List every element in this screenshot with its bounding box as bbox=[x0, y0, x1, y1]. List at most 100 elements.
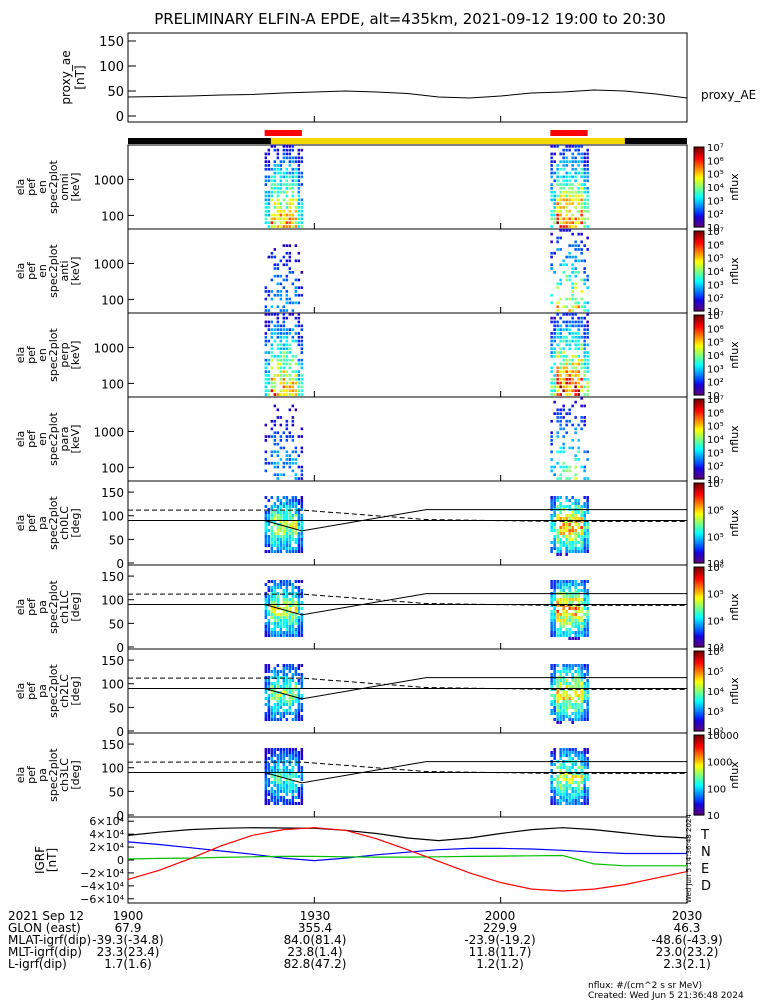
spec-cell bbox=[577, 374, 580, 377]
spec-cell bbox=[580, 757, 583, 760]
colorbar-cell bbox=[694, 737, 704, 740]
spec-cell bbox=[559, 790, 562, 793]
spec-cell bbox=[559, 532, 562, 535]
spec-cell bbox=[267, 544, 271, 547]
panel-frame-ch1LC bbox=[127, 564, 688, 650]
spec-cell bbox=[297, 688, 301, 691]
spec-cell bbox=[276, 772, 280, 775]
ylabel-ch0LC: ela bbox=[14, 515, 27, 532]
spec-cell bbox=[288, 259, 292, 263]
colorbar-cell bbox=[694, 171, 704, 174]
spec-cell bbox=[556, 802, 559, 805]
spec-cell bbox=[294, 709, 298, 712]
spec-cell bbox=[279, 473, 283, 477]
colorbar-cell bbox=[694, 147, 704, 150]
spec-cell bbox=[297, 202, 301, 205]
colorbar-cell bbox=[694, 681, 704, 684]
spec-cell bbox=[577, 670, 580, 673]
spec-cell bbox=[270, 604, 274, 607]
spec-cell bbox=[565, 393, 568, 396]
spec-cell bbox=[577, 232, 580, 236]
colorbar-cell bbox=[694, 489, 704, 492]
spec-cell bbox=[270, 634, 274, 637]
spec-cell bbox=[288, 374, 292, 377]
ephem-value: 67.9 bbox=[115, 921, 142, 935]
spec-cell bbox=[559, 586, 562, 589]
spec-cell bbox=[273, 225, 277, 228]
spec-cell bbox=[562, 586, 565, 589]
spec-cell bbox=[553, 355, 556, 358]
colorbar-cell bbox=[694, 249, 704, 252]
spec-cell bbox=[565, 377, 568, 381]
spec-cell bbox=[571, 604, 574, 607]
colorbar-cell bbox=[694, 483, 704, 486]
spec-cell bbox=[294, 775, 298, 778]
spec-cell bbox=[282, 694, 286, 697]
spec-cell bbox=[267, 221, 271, 225]
spec-cell bbox=[285, 145, 289, 148]
colorbar-cell bbox=[694, 511, 704, 514]
colorbar-cell bbox=[694, 303, 704, 306]
spec-cell bbox=[574, 148, 577, 152]
spec-cell bbox=[574, 583, 577, 586]
colorbar-cell bbox=[694, 233, 704, 236]
colorbar-cell bbox=[694, 543, 704, 546]
spec-cell bbox=[574, 259, 577, 263]
spec-cell bbox=[288, 622, 292, 625]
spec-cell bbox=[568, 377, 571, 381]
spec-cell bbox=[282, 685, 286, 688]
spec-cell bbox=[580, 278, 583, 282]
colorbar-tick-label: 10⁷ bbox=[707, 143, 724, 154]
spec-cell bbox=[294, 682, 298, 685]
colorbar-cell bbox=[694, 795, 704, 798]
spec-cell bbox=[282, 514, 286, 517]
spec-cell bbox=[282, 377, 286, 381]
spec-cell bbox=[285, 547, 289, 550]
spec-cell bbox=[279, 297, 283, 301]
spec-cell bbox=[556, 532, 559, 535]
spec-cell bbox=[282, 715, 286, 718]
colorbar-cell bbox=[694, 531, 704, 534]
spec-cell bbox=[264, 628, 268, 631]
spec-cell bbox=[297, 667, 301, 670]
spec-cell bbox=[291, 631, 295, 634]
spec-cell bbox=[279, 685, 283, 688]
spec-cell bbox=[282, 286, 286, 289]
spec-cell bbox=[285, 183, 289, 186]
spec-cell bbox=[586, 538, 589, 541]
spec-cell bbox=[583, 793, 586, 796]
spec-cell bbox=[273, 221, 277, 225]
colorbar-cell bbox=[694, 429, 704, 432]
spec-cell bbox=[276, 664, 280, 667]
spec-cell bbox=[279, 324, 283, 328]
spec-cell bbox=[559, 751, 562, 754]
spec-cell bbox=[300, 351, 304, 354]
ytick-label: 150 bbox=[101, 738, 124, 752]
spec-cell bbox=[550, 175, 553, 179]
spec-cell bbox=[282, 148, 286, 152]
spec-cell bbox=[559, 419, 562, 423]
ytick-label: 1000 bbox=[93, 342, 124, 356]
colorbar-cell bbox=[694, 611, 704, 614]
spec-cell bbox=[300, 535, 304, 538]
spec-cell bbox=[553, 673, 556, 676]
spec-cell bbox=[264, 351, 268, 354]
spec-cell bbox=[297, 694, 301, 697]
igrf-line-D bbox=[127, 827, 688, 892]
spec-cell bbox=[577, 209, 580, 213]
spec-cell bbox=[270, 454, 274, 457]
spec-cell bbox=[553, 547, 556, 550]
spec-cell bbox=[276, 541, 280, 544]
spec-cell bbox=[288, 709, 292, 712]
spec-cell bbox=[550, 225, 553, 228]
spec-cell bbox=[294, 526, 298, 529]
colorbar-cell bbox=[694, 381, 704, 384]
spec-cell bbox=[273, 760, 277, 763]
spec-cell bbox=[559, 225, 562, 228]
spec-cell bbox=[586, 679, 589, 682]
spec-cell bbox=[556, 553, 559, 556]
colorbar-cell bbox=[694, 707, 704, 710]
created-note: Created: Wed Jun 5 21:36:48 2024 bbox=[588, 991, 744, 1000]
spec-cell bbox=[571, 271, 574, 274]
spec-cell bbox=[571, 213, 574, 217]
